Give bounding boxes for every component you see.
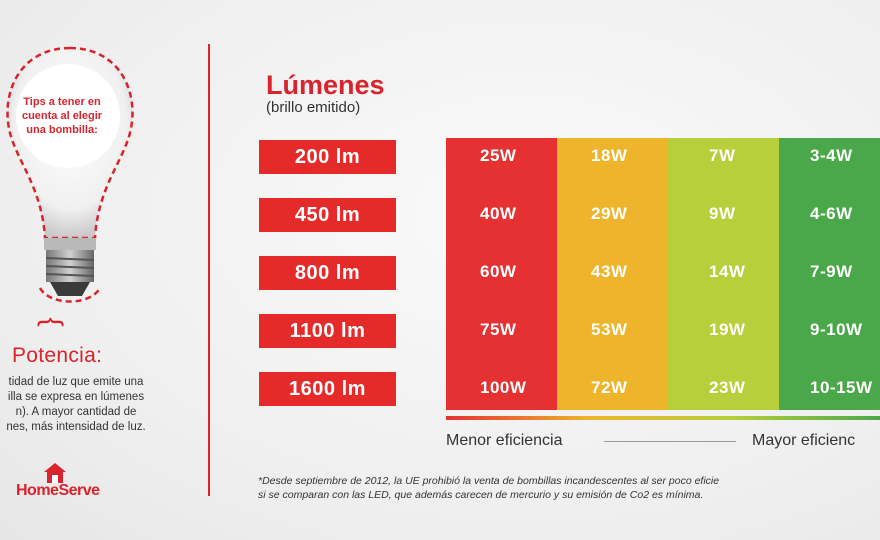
efficiency-scale-bar — [446, 416, 880, 420]
potencia-title: Potencia: — [12, 344, 103, 367]
wattage-value: 4-6W — [810, 204, 853, 223]
lumen-label: 800 lm — [259, 256, 396, 290]
wattage-value: 25W — [480, 146, 517, 165]
tips-line: cuenta al elegir — [21, 110, 103, 122]
wattage-value: 3-4W — [810, 146, 853, 165]
lumens-subtitle: (brillo emitido) — [266, 99, 361, 116]
efficiency-column — [779, 138, 880, 410]
brace-icon: { — [37, 317, 69, 327]
tips-heading: Tips a tener en cuenta al elegir una bom… — [10, 95, 114, 137]
lumen-label: 200 lm — [259, 140, 396, 174]
light-bulb-illustration — [6, 46, 134, 303]
wattage-value: 7-9W — [810, 262, 853, 281]
wattage-value: 10-15W — [810, 378, 873, 397]
wattage-table — [446, 138, 880, 420]
wattage-value: 9-10W — [810, 320, 863, 339]
wattage-value: 43W — [591, 262, 628, 281]
wattage-value: 23W — [709, 378, 746, 397]
wattage-value: 14W — [709, 262, 746, 281]
logo-text: HomeServe — [16, 482, 100, 499]
lumen-label: 450 lm — [259, 198, 396, 232]
house-icon — [44, 463, 66, 483]
potencia-line: illa se expresa en lúmenes — [7, 391, 145, 403]
wattage-value: 40W — [480, 204, 517, 223]
wattage-value: 72W — [591, 378, 628, 397]
wattage-value: 60W — [480, 262, 517, 281]
footnote: *Desde septiembre de 2012, la UE prohibi… — [258, 474, 719, 502]
potencia-line: nes, más intensidad de luz. — [6, 421, 146, 433]
potencia-description: tidad de luz que emite una illa se expre… — [0, 375, 166, 435]
potencia-line: tidad de luz que emite una — [8, 376, 144, 388]
efficiency-column — [557, 138, 669, 410]
wattage-value: 9W — [709, 204, 736, 223]
wattage-value: 29W — [591, 204, 628, 223]
efficiency-column — [446, 138, 558, 410]
scale-left-label: Menor eficiencia — [446, 432, 563, 449]
wattage-value: 53W — [591, 320, 628, 339]
tips-line: Tips a tener en — [23, 96, 101, 108]
scale-right-label: Mayor eficienc — [752, 432, 856, 449]
lumens-title: Lúmenes — [266, 70, 385, 100]
wattage-value: 75W — [480, 320, 517, 339]
wattage-value: 18W — [591, 146, 628, 165]
tips-line: una bombilla: — [26, 124, 98, 136]
efficiency-column — [668, 138, 780, 410]
scale-line — [604, 441, 736, 442]
wattage-value: 7W — [709, 146, 736, 165]
divider — [208, 44, 210, 496]
lumen-label: 1600 lm — [259, 372, 396, 406]
footnote-line: *Desde septiembre de 2012, la UE prohibi… — [258, 475, 720, 487]
lumen-label: 1100 lm — [259, 314, 396, 348]
wattage-value: 100W — [480, 378, 527, 397]
footnote-line: si se comparan con las LED, que además c… — [258, 489, 704, 501]
potencia-line: n). A mayor cantidad de — [15, 406, 137, 418]
wattage-value: 19W — [709, 320, 746, 339]
